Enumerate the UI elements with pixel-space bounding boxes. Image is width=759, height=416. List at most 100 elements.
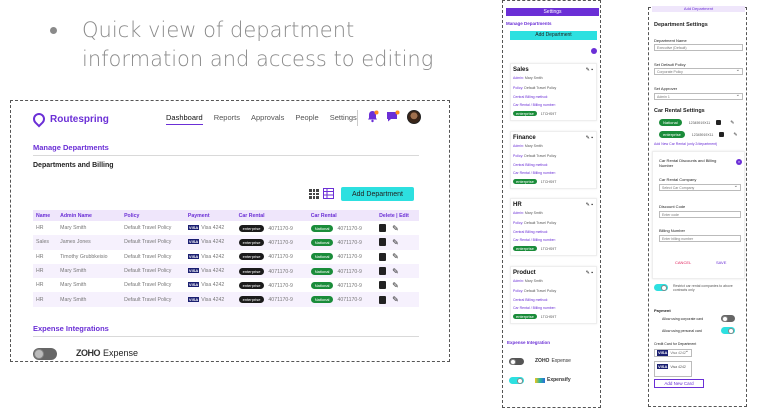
cell-rental-1: enterprise 4071170-9 [235,292,308,307]
edit-icon[interactable]: ✎ [392,223,399,233]
delete-icon[interactable] [379,295,387,304]
settings-zoho-toggle[interactable] [509,358,524,365]
delete-icon[interactable] [379,252,387,261]
nav-approvals[interactable]: Approvals [250,113,285,122]
notification-bell-icon[interactable] [366,110,379,123]
department-name-input[interactable]: Executive (Default) [654,44,743,51]
restrict-rental-toggle[interactable] [654,284,668,291]
add-department-button[interactable]: Add Department [341,187,414,201]
table-row[interactable]: HR Mary Smith Default Travel Policy VISA Vis… [33,221,419,235]
close-icon[interactable]: × [736,159,742,165]
default-policy-select[interactable]: Corporate Policy [654,67,743,75]
settings-add-department-button[interactable]: Add Department [510,31,597,40]
col-name[interactable]: Name [33,210,58,221]
visa-icon: VISA [187,239,200,245]
department-card[interactable]: Sales ✎ ▪ Admin: Mary Smith Policy: Default… [510,63,597,121]
trash-icon[interactable]: ▪ [591,67,593,73]
card-actions: ✎ ▪ [586,67,593,73]
national-logo: National [310,267,334,275]
edit-icon[interactable]: ✎ [585,270,590,276]
edit-icon[interactable]: ✎ [733,131,738,138]
collapse-icon[interactable] [591,48,597,54]
trash-icon[interactable]: ▪ [591,202,593,208]
settings-expensify-logo: Expensify [535,377,571,383]
settings-expensify-toggle[interactable] [509,377,524,384]
card-option-label: Visa 4242 [670,351,686,355]
add-new-card-button[interactable]: Add New Card [654,379,704,388]
cell-payment: VISA Visa 4242 [185,278,236,292]
edit-icon[interactable]: ✎ [392,237,399,247]
delete-icon[interactable] [379,224,387,233]
grid-view-icon[interactable] [309,189,319,199]
billing-number-input[interactable]: Enter billing number [659,235,741,242]
department-card[interactable]: Finance ✎ ▪ Admin: Mary Smith Policy: Defau… [510,131,597,189]
card-rental-row: enterprise 1TCHS9T [513,111,556,116]
edit-icon[interactable]: ✎ [392,280,399,290]
cell-admin: Mary Smith [60,225,87,232]
edit-icon[interactable]: ✎ [585,202,590,208]
col-admin[interactable]: Admin Name [57,210,122,221]
edit-icon[interactable]: ✎ [730,119,735,126]
nav-reports[interactable]: Reports [213,113,240,122]
nav-people[interactable]: People [295,113,319,122]
edit-icon[interactable]: ✎ [585,67,590,73]
trash-icon[interactable] [719,132,725,137]
slide-heading-line1: Quick view of department [82,18,355,42]
rental-row-national: National 12345919X11 ✎ [659,119,734,126]
save-button[interactable]: SAVE [716,260,727,265]
card-admin: Admin: Mary Smith [513,144,543,148]
card-actions: ✎ ▪ [586,202,593,208]
brand-logo[interactable]: Routespring [30,110,109,128]
discount-code-input[interactable]: Enter code [659,211,741,218]
add-car-rental-link[interactable]: Add New Car Rental (only 2/department) [654,142,718,146]
delete-icon[interactable] [379,267,387,276]
credit-card-select[interactable]: VISA Visa 4242 [654,348,692,357]
department-card[interactable]: Product ✎ ▪ Admin: Mary Smith Policy: Defau… [510,266,597,324]
card-policy: Policy: Default Travel Policy [513,86,557,90]
messages-icon[interactable] [386,110,400,123]
edit-icon[interactable]: ✎ [392,252,399,262]
user-avatar[interactable] [407,110,421,124]
department-card[interactable]: HR ✎ ▪ Admin: Mary Smith Policy: Default Tr… [510,198,597,256]
card-billing: Central Billing method: [513,163,549,167]
cell-name: HR [36,282,44,289]
nav-dashboard[interactable]: Dashboard [166,113,203,125]
national-logo: National [310,224,334,232]
rental-code: 4071170-9 [337,297,362,304]
trash-icon[interactable] [716,120,722,125]
card-option[interactable]: VISA Visa 4242 [655,362,691,371]
edit-icon[interactable]: ✎ [585,135,590,141]
col-payment[interactable]: Payment [184,210,236,221]
col-delete-edit: Delete | Edit [376,210,419,221]
edit-icon[interactable]: ✎ [392,295,399,305]
settings-zoho-brand: ZOHO [535,358,550,364]
company-select[interactable]: Select Car Company [659,183,741,191]
col-car-rental-2[interactable]: Car Rental [307,210,377,221]
restrict-rental-text: Restrict car rental companies to above c… [673,284,733,292]
nav-settings[interactable]: Settings [329,113,357,122]
cell-rental-2: National 4071170-9 [308,221,376,235]
corporate-card-toggle[interactable] [721,315,735,322]
trash-icon[interactable]: ▪ [591,270,593,276]
delete-icon[interactable] [379,281,387,290]
approver-select[interactable]: Admin 1 [654,92,743,100]
col-car-rental-1[interactable]: Car Rental [235,210,308,221]
table-row[interactable]: HR Timothy Grubbkeisio Default Travel Poli… [33,250,419,264]
card-rental-label: Car Rental / Billing number: [513,171,556,175]
edit-icon[interactable]: ✎ [392,266,399,276]
department-card-name: Sales [513,67,529,73]
delete-icon[interactable] [379,238,387,247]
list-view-icon[interactable] [323,188,334,199]
zoho-expense-toggle[interactable] [33,348,57,360]
table-row[interactable]: HR Mary Smith Default Travel Policy VISA Vis… [33,263,419,279]
cell-rental-2: National 4071170-9 [308,278,376,292]
table-row[interactable]: Sales James Jones Default Travel Policy VIS… [33,235,419,250]
personal-card-toggle[interactable] [721,327,735,334]
expense-integrations-title: Expense Integrations [33,324,109,333]
cancel-button[interactable]: CANCEL [675,260,692,265]
trash-icon[interactable]: ▪ [591,135,593,141]
col-policy[interactable]: Policy [121,210,185,221]
table-row[interactable]: HR Mary Smith Default Travel Policy VISA Vis… [33,292,419,307]
national-logo: National [310,281,334,289]
table-row[interactable]: HR Mary Smith Default Travel Policy VISA Vis… [33,278,419,292]
